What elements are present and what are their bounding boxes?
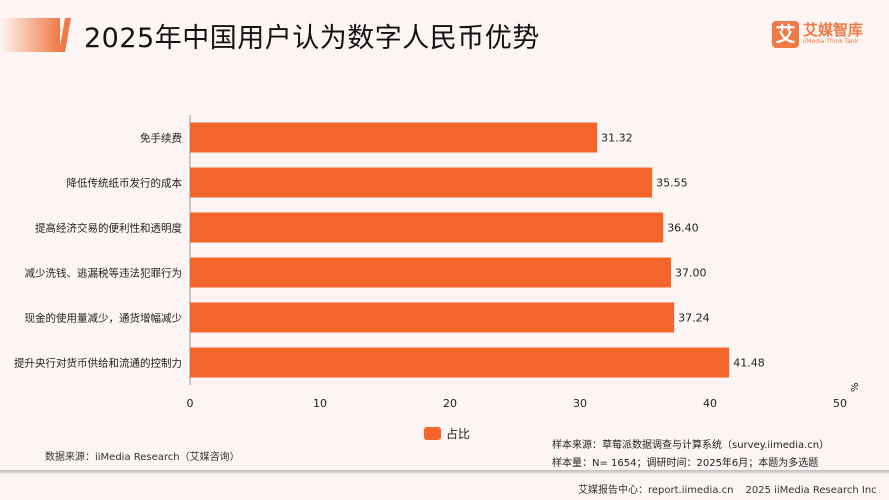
value-label: 37.24	[678, 312, 710, 325]
value-label: 36.40	[667, 222, 699, 235]
category-label: 提高经济交易的便利性和透明度	[35, 222, 182, 235]
sample-size: 样本量：N= 1654；调研时间：2025年6月；本题为多选题	[552, 458, 819, 469]
value-label: 35.55	[656, 177, 688, 190]
bar	[190, 347, 730, 378]
bar	[190, 212, 664, 243]
x-tick-label: 30	[573, 397, 587, 410]
category-label: 降低传统纸币发行的成本	[67, 177, 183, 190]
x-tick-label: 10	[313, 397, 327, 410]
logo-text: 艾媒智库	[803, 21, 864, 39]
footer: 艾媒报告中心：report.iimedia.cn 2025 iiMedia Res…	[578, 481, 877, 496]
category-label: 减少洗钱、逃漏税等违法犯罪行为	[25, 267, 183, 280]
sample-source: 样本来源：草莓派数据调查与计算系统（survey.iimedia.cn）	[552, 440, 830, 451]
x-tick-label: 40	[703, 397, 717, 410]
bar	[190, 257, 671, 288]
bar	[190, 122, 598, 153]
bar-chart: 免手续费 31.32 降低传统纸币发行的成本 35.55 提高经济交易的便利性和透明度 3…	[14, 115, 861, 410]
legend: 占比	[424, 425, 470, 442]
value-label: 41.48	[733, 357, 765, 370]
report-center: 艾媒报告中心：report.iimedia.cn	[578, 485, 734, 496]
x-tick-label: 0	[187, 397, 194, 410]
unit-label: %	[850, 382, 861, 392]
category-label: 提升央行对货币供给和流通的控制力	[14, 357, 182, 370]
bar	[190, 167, 653, 198]
category-label: 现金的使用量减少，通货增幅减少	[25, 312, 183, 325]
x-tick-label: 20	[443, 397, 457, 410]
legend-label: 占比	[446, 427, 471, 441]
x-tick-label: 50	[833, 397, 847, 410]
title-accent-bar	[0, 18, 60, 52]
value-label: 31.32	[601, 132, 633, 145]
logo-icon: 艾	[772, 21, 799, 48]
copyright: 2025 iiMedia Research Inc	[745, 485, 877, 496]
logo: 艾 艾媒智库 iiMedia Think Tank	[772, 21, 863, 48]
value-label: 37.00	[675, 267, 707, 280]
data-source: 数据来源：iiMedia Research（艾媒咨询）	[45, 452, 240, 463]
page-title: 2025年中国用户认为数字人民币优势	[84, 23, 540, 54]
bar	[190, 302, 675, 333]
footer-divider	[0, 470, 889, 474]
legend-swatch	[424, 427, 441, 440]
logo-subtext: iiMedia Think Tank	[803, 38, 859, 45]
category-label: 免手续费	[140, 132, 182, 145]
